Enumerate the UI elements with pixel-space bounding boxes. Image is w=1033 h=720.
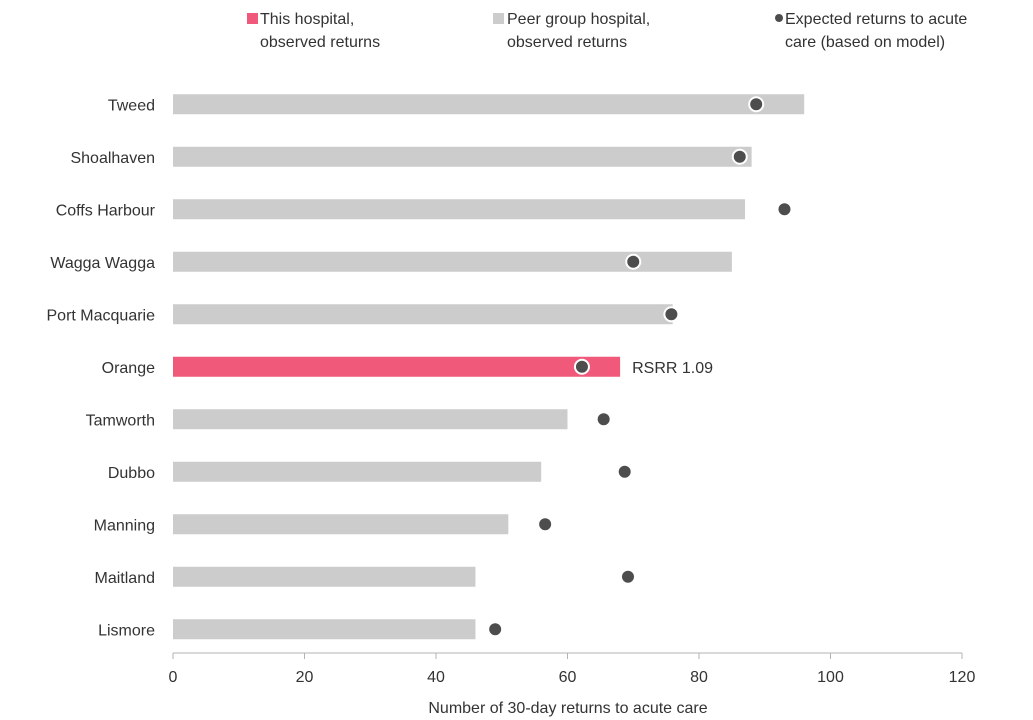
x-tick-label-60: 60 bbox=[559, 669, 577, 686]
category-label-port-macquarie: Port Macquarie bbox=[47, 307, 156, 324]
plot-area: Tweed Shoalhaven Coffs Harbour Wagga Wagga P… bbox=[47, 94, 976, 686]
legend-item-peer-group: Peer group hospital, observed returns bbox=[493, 11, 650, 51]
legend-label-peer-group-line1: Peer group hospital, bbox=[507, 11, 650, 28]
category-label-maitland: Maitland bbox=[95, 570, 155, 587]
legend-swatch-peer-group bbox=[493, 13, 504, 24]
category-label-coffs-harbour: Coffs Harbour bbox=[56, 202, 156, 219]
category-label-shoalhaven: Shoalhaven bbox=[70, 150, 155, 167]
legend: This hospital, observed returns Peer gro… bbox=[247, 11, 967, 51]
annotation-rsrr: RSRR 1.09 bbox=[632, 360, 713, 377]
expected-marker-wagga-wagga bbox=[625, 253, 642, 270]
x-tick-label-80: 80 bbox=[690, 669, 708, 686]
category-label-wagga-wagga: Wagga Wagga bbox=[50, 255, 155, 272]
x-axis-label: Number of 30-day returns to acute care bbox=[428, 700, 707, 717]
legend-item-expected: Expected returns to acute care (based on… bbox=[775, 11, 967, 51]
expected-marker-shoalhaven bbox=[731, 148, 748, 165]
legend-swatch-this-hospital bbox=[247, 13, 258, 24]
expected-marker-orange bbox=[573, 358, 590, 375]
category-label-tweed: Tweed bbox=[108, 97, 155, 114]
legend-label-this-hospital-line1: This hospital, bbox=[260, 11, 354, 28]
expected-marker-coffs-harbour bbox=[778, 203, 791, 216]
x-tick-label-100: 100 bbox=[817, 669, 844, 686]
legend-marker-expected bbox=[775, 14, 783, 22]
bar-shoalhaven bbox=[173, 146, 752, 167]
legend-item-this-hospital: This hospital, observed returns bbox=[247, 11, 380, 51]
category-label-manning: Manning bbox=[94, 517, 155, 534]
x-tick-label-20: 20 bbox=[296, 669, 314, 686]
expected-marker-port-macquarie bbox=[663, 306, 680, 323]
x-tick-label-120: 120 bbox=[949, 669, 976, 686]
category-label-orange: Orange bbox=[102, 360, 155, 377]
category-label-lismore: Lismore bbox=[98, 622, 155, 639]
legend-label-expected-line2: care (based on model) bbox=[785, 34, 945, 51]
expected-marker-tamworth bbox=[597, 413, 610, 426]
legend-label-peer-group-line2: observed returns bbox=[507, 34, 627, 51]
expected-marker-tweed bbox=[748, 96, 765, 113]
bar-dubbo bbox=[173, 461, 542, 482]
legend-label-expected-line1: Expected returns to acute bbox=[785, 11, 967, 28]
expected-marker-dubbo bbox=[618, 465, 631, 478]
bar-maitland bbox=[173, 566, 476, 587]
expected-marker-lismore bbox=[489, 623, 502, 636]
bar-tweed bbox=[173, 94, 805, 115]
bar-orange bbox=[173, 356, 621, 377]
bar-tamworth bbox=[173, 409, 568, 430]
bar-manning bbox=[173, 514, 509, 535]
x-tick-label-0: 0 bbox=[169, 669, 178, 686]
expected-marker-maitland bbox=[621, 570, 634, 583]
bar-port-macquarie bbox=[173, 304, 673, 325]
category-label-tamworth: Tamworth bbox=[86, 412, 155, 429]
legend-label-this-hospital-line2: observed returns bbox=[260, 34, 380, 51]
x-tick-label-40: 40 bbox=[427, 669, 445, 686]
category-label-dubbo: Dubbo bbox=[108, 465, 155, 482]
bar-lismore bbox=[173, 619, 476, 640]
expected-marker-manning bbox=[539, 518, 552, 531]
bar-wagga-wagga bbox=[173, 251, 732, 272]
bar-coffs-harbour bbox=[173, 199, 746, 220]
